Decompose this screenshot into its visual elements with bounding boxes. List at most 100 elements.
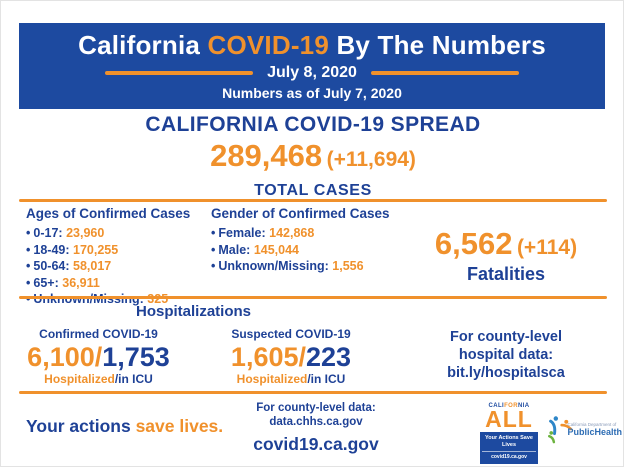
list-item: • Female: 142,868 [211,225,406,242]
hospital-data-url: bit.ly/hospitalsca [447,365,565,381]
gender-value: 142,868 [269,226,315,240]
cdph-name-line: PublicHealth [567,426,622,437]
confirmed-hospitalized-value: 6,100/ [27,342,103,372]
icu-word: /in ICU [114,372,153,386]
bullet-icon: • [26,292,31,306]
divider-top [19,199,607,202]
bullet-icon: • [26,259,31,273]
fatalities-label: Fatalities [466,264,546,284]
suspected-hospitalized-value: 1,605/ [230,342,306,372]
cta-orange-text: save lives. [135,416,224,436]
gender-label: Unknown/Missing: [218,259,329,273]
header-banner: California COVID-19 By The Numbers July … [19,23,605,109]
total-cases-label: TOTAL CASES [254,182,372,199]
divider-middle [19,296,607,299]
gender-value: 1,556 [332,259,364,273]
page-title: California COVID-19 By The Numbers [19,30,605,61]
ages-column: Ages of Confirmed Cases • 0-17: 23,960 • 1… [26,206,211,308]
date-rule-right [370,71,519,75]
footer-links: For county-level data: data.chhs.ca.gov … [236,401,396,455]
bullet-icon: • [211,242,216,257]
gender-label: Female: [218,226,266,240]
spread-heading: CALIFORNIA COVID-19 SPREAD [145,113,481,136]
ages-heading: Ages of Confirmed Cases [26,206,191,221]
suspected-hospitalizations: Suspected COVID-19 1,605/223 Hospitalize… [211,327,371,386]
public-health-figures-icon [548,416,573,444]
confirmed-numbers: 6,100/1,753 [16,342,181,372]
covid19-site-url: covid19.ca.gov [253,434,379,454]
age-label: Unknown/Missing: [33,292,144,306]
age-label: 18-49: [33,242,70,257]
bullet-icon: • [211,226,216,240]
county-data-url: data.chhs.ca.gov [269,416,363,428]
all-wordmark: ALL [485,406,533,432]
list-item: • Male: 145,044 [211,242,406,259]
cases-breakdown-section: Ages of Confirmed Cases • 0-17: 23,960 • 1… [26,206,606,308]
list-item: • 50-64: 58,017 [26,258,211,275]
logo-url: covid19.ca.gov [482,451,536,461]
list-item: • 65+: 36,911 [26,275,211,292]
suspected-icu-value: 223 [306,342,352,372]
wordmark-part2: NIA [517,403,530,409]
total-cases-line: 289,468 (+11,694) [1,138,623,177]
list-item: • 0-17: 23,960 [26,225,211,242]
cdph-dept-line: California Department of [567,421,617,427]
title-covid19: COVID-19 [207,30,330,60]
age-label: 50-64: [33,259,70,273]
logo-tagline: Your Actions Save Lives [485,435,533,448]
suspected-numbers: 1,605/223 [211,342,371,372]
icu-word: /in ICU [307,372,346,386]
confirmed-icu-value: 1,753 [102,342,170,372]
total-cases-delta: (+11,694) [326,148,416,171]
confirmed-sublabel: Hospitalized/in ICU [16,372,181,386]
age-label: 0-17: [33,226,63,240]
bullet-icon: • [211,259,216,273]
fatalities-delta: (+114) [516,236,578,259]
title-part1: California [78,30,201,60]
spread-section: CALIFORNIA COVID-19 SPREAD 289,468 (+11,… [1,113,623,200]
age-value: 36,911 [62,275,100,290]
california-wordmark: CALIFORNIA [480,403,538,409]
fatalities-line: 6,562 (+114) [406,226,606,262]
as-of-date: Numbers as of July 7, 2020 [222,85,402,101]
county-hospital-data-note: For county-level hospital data: bit.ly/h… [411,328,601,382]
note-line: For county-level [450,329,562,345]
california-all-logo: CALIFORNIA ALL Your Actions Save Lives c… [480,403,538,464]
gender-column: Gender of Confirmed Cases • Female: 142,8… [211,206,406,308]
list-item: • Unknown/Missing: 325 [26,291,211,308]
total-cases-value: 289,468 [210,138,323,173]
confirmed-label: Confirmed COVID-19 [39,327,158,341]
age-value: 58,017 [73,259,112,273]
fatalities-value: 6,562 [434,226,513,261]
bullet-icon: • [26,275,31,290]
logo-tagline-box: Your Actions Save Lives covid19.ca.gov [480,432,538,464]
gender-heading: Gender of Confirmed Cases [211,206,390,221]
gender-label: Male: [218,242,251,257]
date-rule-left [105,71,254,75]
gender-value: 145,044 [253,242,300,257]
age-value: 170,255 [73,242,119,257]
report-date: July 8, 2020 [267,64,357,81]
wordmark-part1: CALI [488,403,505,409]
public-health-logo-text: California Department of PublicHealth [567,422,622,437]
county-data-label: For county-level data: [256,402,376,414]
hospitalizations-heading: Hospitalizations [135,303,251,320]
suspected-label: Suspected COVID-19 [231,327,351,341]
cta-blue-text: Your actions [26,416,131,436]
confirmed-hospitalizations: Confirmed COVID-19 6,100/1,753 Hospitali… [16,327,181,386]
public-health-logo: California Department of PublicHealth [546,406,622,452]
list-item: • Unknown/Missing: 1,556 [211,258,406,275]
title-part2: By The Numbers [336,30,546,60]
hospitalized-word: Hospitalized [44,372,115,386]
bullet-icon: • [26,226,31,240]
list-item: • 18-49: 170,255 [26,242,211,259]
hospitalized-word: Hospitalized [236,372,308,386]
age-value: 325 [147,292,169,306]
bullet-icon: • [26,242,31,257]
call-to-action: Your actions save lives. [26,416,223,437]
date-row: July 8, 2020 [19,64,605,82]
age-label: 65+: [33,275,59,290]
note-line: hospital data: [458,347,554,363]
divider-bottom [19,391,607,394]
